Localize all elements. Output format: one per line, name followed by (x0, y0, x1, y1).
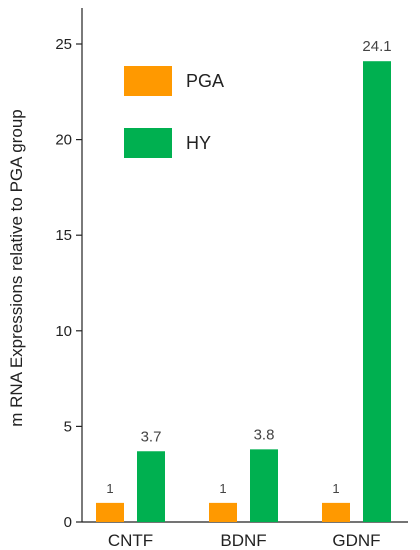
bars: 1 3.7 1 3.8 1 24.1 (96, 38, 392, 522)
x-labels: CNTF BDNF GDNF (108, 531, 381, 550)
legend-label-hy: HY (186, 133, 211, 153)
data-label-pga-gdnf: 1 (332, 481, 339, 496)
data-label-hy-bdnf: 3.8 (254, 426, 275, 443)
bar-hy-gdnf (363, 61, 391, 522)
bar-hy-cntf (137, 451, 165, 522)
data-label-hy-cntf: 3.7 (141, 428, 162, 445)
data-label-hy-gdnf: 24.1 (362, 38, 391, 55)
x-tick-label: BDNF (220, 531, 266, 550)
axes (81, 8, 408, 523)
y-tick-label: 5 (64, 418, 72, 435)
x-tick-label: GDNF (332, 531, 380, 550)
bar-pga-bdnf (209, 502, 237, 522)
data-label-pga-bdnf: 1 (219, 481, 226, 496)
bar-pga-cntf (96, 502, 124, 522)
legend-label-pga: PGA (186, 71, 224, 91)
y-tick-label: 25 (55, 36, 72, 53)
x-tick-label: CNTF (108, 531, 153, 550)
bar-pga-gdnf (322, 502, 350, 522)
y-tick-label: 15 (55, 227, 72, 244)
y-tick-label: 20 (55, 132, 72, 149)
y-ticks: 0 5 10 15 20 25 (55, 36, 82, 531)
y-tick-label: 0 (64, 514, 72, 531)
y-tick-label: 10 (55, 323, 72, 340)
data-label-pga-cntf: 1 (106, 481, 113, 496)
legend-swatch-pga (124, 66, 172, 96)
bar-hy-bdnf (250, 449, 278, 522)
legend: PGA HY (124, 66, 224, 158)
legend-swatch-hy (124, 128, 172, 158)
y-axis-title: m RNA Expressions relative to PGA group (7, 109, 26, 426)
